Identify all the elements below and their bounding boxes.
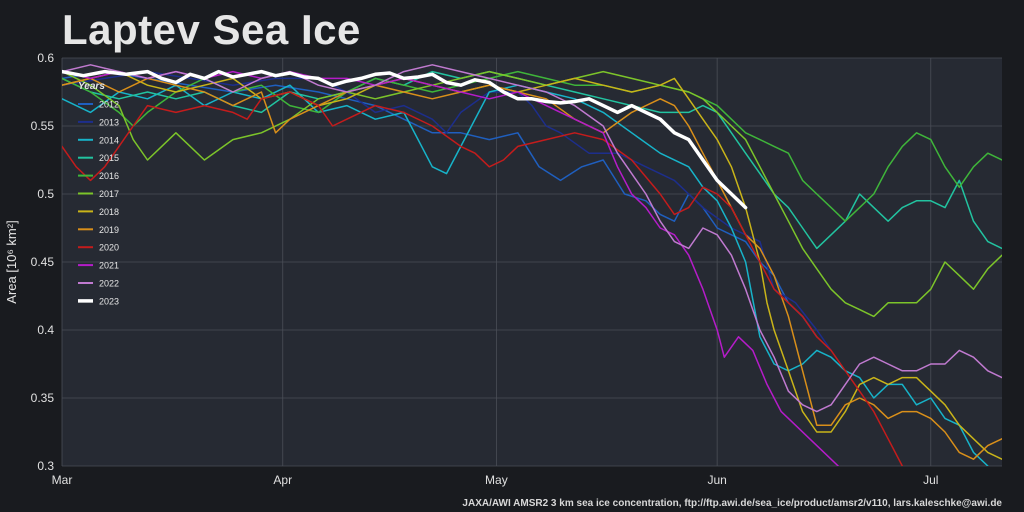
legend-label-2012: 2012: [99, 100, 119, 110]
series-line-2017: [62, 70, 1002, 318]
x-tick-label: May: [485, 473, 508, 487]
legend-label-2014: 2014: [99, 135, 119, 145]
legend-label-2021: 2021: [99, 261, 119, 271]
series-lines: [62, 64, 1002, 466]
legend-label-2019: 2019: [99, 225, 119, 235]
series-line-2020: [62, 91, 904, 466]
x-tick-label: Jun: [707, 473, 726, 487]
series-line-2021: [62, 70, 839, 466]
y-tick-label: 0.45: [31, 255, 55, 269]
y-tick-label: 0.5: [37, 187, 54, 201]
series-line-2012: [62, 70, 818, 338]
y-tick-label: 0.35: [31, 391, 55, 405]
x-tick-label: Jul: [923, 473, 938, 487]
y-tick-label: 0.4: [37, 323, 54, 337]
y-tick-label: 0.6: [37, 51, 54, 65]
y-axis-label: Area [10⁶ km²]: [4, 220, 19, 303]
legend-label-2018: 2018: [99, 207, 119, 217]
legend-label-2013: 2013: [99, 117, 119, 127]
page-title: Laptev Sea Ice: [62, 6, 361, 53]
legend-label-2020: 2020: [99, 243, 119, 253]
y-tick-label: 0.3: [37, 459, 54, 473]
x-tick-label: Apr: [273, 473, 292, 487]
legend-label-2023: 2023: [99, 296, 119, 306]
legend-label-2017: 2017: [99, 189, 119, 199]
x-tick-label: Mar: [52, 473, 73, 487]
grid: [61, 57, 1002, 467]
legend-label-2022: 2022: [99, 279, 119, 289]
legend-title: Years: [78, 81, 105, 92]
y-tick-label: 0.55: [31, 119, 55, 133]
axes: 0.3 0.35 0.4 0.45 0.5 0.55 0.6 Mar Apr May Jun Jul: [31, 51, 939, 487]
series-line-2019: [62, 77, 1002, 460]
series-line-2023: [62, 69, 748, 210]
legend: Years 2012 2013 2014 2015 2016 2017 2018 2019 202…: [78, 81, 119, 306]
legend-label-2015: 2015: [99, 153, 119, 163]
source-credit: JAXA/AWI AMSR2 3 km sea ice concentratio…: [462, 498, 1002, 509]
series-line-2015: [62, 70, 1002, 250]
series-line-2014: [62, 84, 989, 466]
legend-label-2016: 2016: [99, 171, 119, 181]
